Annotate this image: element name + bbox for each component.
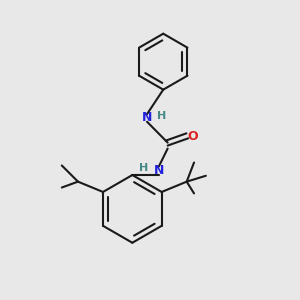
Text: N: N bbox=[142, 111, 152, 124]
Text: N: N bbox=[154, 164, 164, 177]
Text: H: H bbox=[157, 111, 167, 121]
Text: O: O bbox=[188, 130, 198, 143]
Text: H: H bbox=[140, 163, 149, 173]
